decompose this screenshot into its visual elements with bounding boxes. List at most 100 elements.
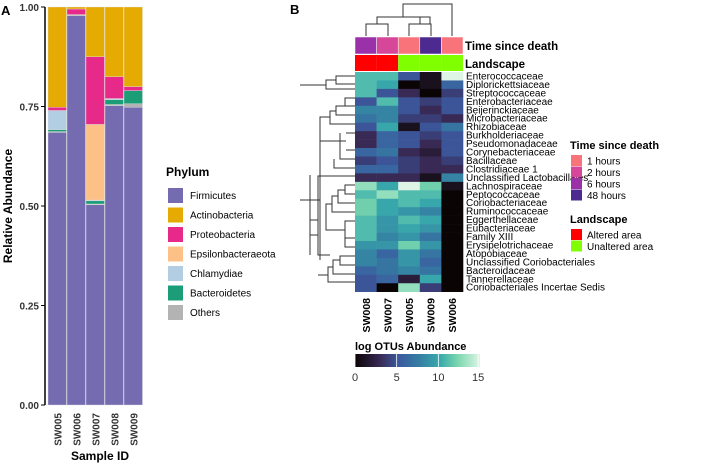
heatmap-cell	[441, 114, 464, 123]
heatmap-cell	[419, 190, 442, 200]
column-label: SW008	[361, 298, 373, 333]
heatmap-cell	[376, 283, 399, 292]
colorbar-ticks: 0 5 10 15	[352, 354, 484, 384]
bar-segment-proteobacteria	[104, 76, 124, 99]
heatmap-cell	[419, 215, 442, 225]
heatmap-cell	[419, 232, 442, 242]
bar-segment-bacteroidetes	[104, 99, 124, 105]
heatmap-cell	[398, 131, 421, 140]
heatmap-cell	[376, 164, 399, 174]
heatmap-cell	[419, 148, 442, 157]
heatmap-cell	[398, 232, 421, 242]
landscape-legend-swatch	[571, 229, 582, 240]
landscape-legend-label: Unaltered area	[587, 242, 654, 253]
heatmap-cell	[376, 190, 399, 200]
heatmap-cell	[441, 139, 464, 149]
dendrograms	[300, 3, 453, 283]
heatmap-cell	[419, 97, 442, 107]
heatmap-cell	[376, 257, 399, 267]
row-label: Corynebacteriaceae	[466, 148, 556, 159]
landscape-legend-label: Altered area	[587, 231, 642, 242]
heatmap-cell	[355, 164, 377, 174]
heatmap-cell	[441, 97, 464, 107]
heatmap-cell	[441, 80, 464, 90]
heatmap-cell	[441, 207, 464, 216]
x-tick-label: SW005	[53, 413, 64, 446]
legend-swatch	[168, 266, 183, 281]
heatmap-cell	[398, 72, 421, 81]
landscape-annotation-cell	[419, 55, 442, 71]
legend-swatch	[168, 227, 183, 242]
colorbar	[355, 354, 480, 367]
heatmap-cell	[398, 283, 421, 292]
heatmap-cell	[376, 97, 399, 107]
heatmap-cell	[441, 88, 464, 98]
row-label: Enterobacteriaceae	[466, 97, 553, 108]
heatmap-cell	[441, 274, 464, 284]
heatmap-b: SW008 SW007 SW005 SW009 SW006 Enterococcaceae…	[354, 36, 605, 333]
heatmap-cell	[441, 105, 464, 115]
heatmap-cell	[376, 215, 399, 225]
bar-segment-bacteroidetes	[47, 129, 67, 132]
heatmap-cell	[376, 131, 399, 140]
bar-segment-actinobacteria	[66, 6, 86, 10]
legend-label: Others	[190, 308, 220, 319]
heatmap-cell	[398, 241, 421, 250]
heatmap-cell	[419, 224, 442, 233]
heatmap-cell	[376, 105, 399, 115]
heatmap-cell	[376, 224, 399, 233]
heatmap-cell	[376, 88, 399, 98]
row-label: Tannerellaceae	[466, 274, 534, 285]
time-legend-swatch	[571, 166, 582, 178]
row-dendrogram	[300, 75, 355, 283]
x-tick-label: SW007	[91, 413, 102, 446]
heatmap-cell	[376, 207, 399, 216]
heatmap-cell	[355, 80, 377, 90]
row-label: Bacteroidaceae	[466, 266, 536, 277]
x-tick-label: SW006	[72, 413, 83, 446]
x-axis-label: Sample ID	[71, 449, 129, 463]
heatmap-cell	[398, 190, 421, 200]
heatmap-cell	[355, 190, 377, 200]
heatmap-cell	[441, 181, 464, 191]
heatmap-cell	[355, 241, 377, 250]
heatmap-cell	[398, 164, 421, 174]
row-label: Coriobacteriales Incertae Sedis	[466, 283, 605, 294]
heatmap-cell	[441, 257, 464, 267]
y-tick-label: 1.00	[20, 3, 40, 14]
heatmap-cell	[441, 131, 464, 140]
heatmap-cell	[419, 131, 442, 140]
time-legend-label: 1 hours	[587, 157, 620, 168]
colorbar-title: log OTUs Abundance	[355, 341, 466, 353]
heatmap-cell	[398, 148, 421, 157]
row-label: Coriobacteriaceae	[466, 198, 548, 209]
heatmap-cell	[441, 198, 464, 208]
heatmap-cell	[355, 283, 377, 292]
y-tick-label: 0.50	[20, 202, 40, 213]
heatmap-cell	[398, 122, 421, 132]
colorbar-tick-label: 0	[352, 372, 358, 384]
heatmap-cell	[441, 173, 464, 183]
time-legend-swatch	[571, 155, 582, 166]
heatmap-cell	[355, 148, 377, 157]
bar-segment-chlamydiae	[47, 110, 67, 130]
heatmap-cell	[398, 224, 421, 233]
heatmap-cell	[355, 173, 377, 183]
bar-segment-actinobacteria	[104, 6, 124, 77]
heatmap-cell	[441, 232, 464, 242]
heatmap-cell	[419, 257, 442, 267]
heatmap-cell	[355, 198, 377, 208]
bar-chart-a: 0.00 0.25 0.50 0.75 1.00 SW005 SW006 SW007 SW008…	[20, 3, 143, 446]
landscape-legend-title: Landscape	[570, 214, 627, 226]
bar-segment-bacteroidetes	[123, 90, 143, 104]
heatmap-cell	[355, 88, 377, 98]
heatmap-cell	[355, 257, 377, 267]
time-legend-swatch	[571, 178, 582, 189]
bar-segment-actinobacteria	[85, 6, 105, 57]
row-label: Ruminococcaceae	[466, 207, 549, 218]
heatmap-cell	[376, 266, 399, 276]
heatmap-cell	[441, 156, 464, 166]
heatmap-cell	[419, 122, 442, 132]
legend-label: Proteobacteria	[190, 230, 255, 241]
heatmap-cell	[355, 105, 377, 115]
